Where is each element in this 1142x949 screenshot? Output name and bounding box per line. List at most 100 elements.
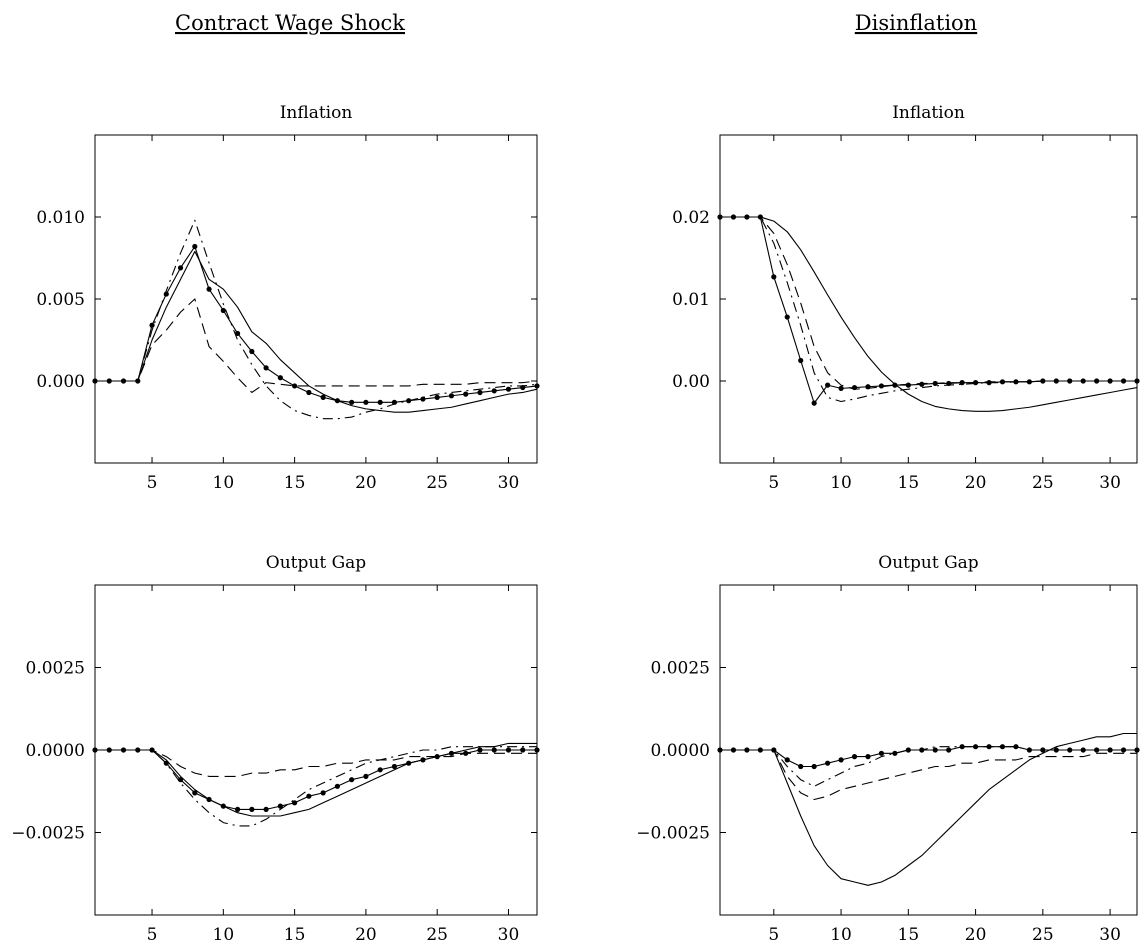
- series-point: [220, 803, 226, 809]
- series-point: [878, 750, 885, 756]
- series-point: [420, 757, 426, 763]
- series-point: [477, 747, 483, 753]
- series-point: [505, 747, 512, 753]
- series-point: [1134, 747, 1140, 753]
- x-tick-label: 25: [1032, 925, 1054, 945]
- y-tick-label: 0.010: [36, 208, 85, 228]
- panel-title: Output Gap: [878, 553, 978, 573]
- series-point: [534, 747, 540, 753]
- x-tick-label: 15: [898, 473, 920, 493]
- y-tick-label: 0.00: [672, 372, 710, 392]
- series-point: [420, 396, 426, 402]
- panel-disinflation-inflation: Inflation 5 10 15 20 25 30 0.00 0.01 0.02: [672, 103, 1140, 493]
- x-tick-label: 30: [1099, 925, 1121, 945]
- series-point: [277, 375, 283, 381]
- x-tick-label: 5: [147, 473, 158, 493]
- x-tick-label: 5: [768, 473, 779, 493]
- series-point: [234, 806, 241, 813]
- x-tick-label: 10: [213, 925, 235, 945]
- x-tick-label: 30: [498, 473, 520, 493]
- series-point: [320, 790, 326, 796]
- series-point: [363, 773, 369, 780]
- series-point: [905, 382, 911, 388]
- column-title-disinflation: Disinflation: [855, 11, 977, 35]
- series-point: [784, 757, 790, 763]
- series-point: [811, 763, 817, 770]
- y-tick-label: −0.0025: [11, 824, 85, 844]
- series-point: [149, 322, 155, 328]
- series-point: [932, 747, 938, 753]
- x-tick-label: 20: [355, 925, 377, 945]
- series-point: [811, 400, 817, 406]
- series-line-dashed: [95, 298, 538, 394]
- series-line-solid: [720, 216, 1138, 412]
- series-point: [463, 391, 469, 397]
- series-point: [249, 806, 255, 813]
- y-tick-label: −0.0025: [636, 824, 710, 844]
- series-point: [177, 265, 184, 271]
- series-line-dashed: [720, 749, 1137, 801]
- series-point: [334, 398, 340, 404]
- series-point: [838, 385, 844, 391]
- series-point: [391, 763, 398, 770]
- series-point: [999, 744, 1006, 750]
- series-point: [892, 750, 898, 756]
- x-tick-label: 25: [426, 473, 448, 493]
- series-point: [972, 744, 979, 750]
- series-point: [448, 750, 455, 756]
- series-line-dotted-marker: [95, 245, 538, 403]
- series-point: [349, 777, 355, 783]
- series-line-dashed: [95, 749, 537, 777]
- series-point: [1013, 744, 1019, 750]
- series-line-dotted-marker: [720, 216, 1137, 404]
- series-line-solid: [720, 732, 1137, 886]
- series-point: [277, 803, 283, 809]
- x-tick-label: 5: [147, 925, 158, 945]
- series-point: [1134, 378, 1140, 384]
- series-point: [491, 747, 497, 753]
- series-point: [838, 757, 844, 763]
- series-point: [192, 243, 198, 250]
- series-point: [771, 274, 777, 280]
- y-tick-label: 0.000: [36, 372, 85, 392]
- series-point: [263, 806, 269, 813]
- series-point: [377, 767, 383, 773]
- series-point: [520, 747, 526, 753]
- series-point: [1080, 747, 1086, 753]
- series-point: [534, 383, 540, 389]
- x-tick-label: 30: [498, 925, 520, 945]
- series-point: [406, 760, 412, 766]
- series-point: [106, 747, 112, 753]
- series-point: [306, 389, 312, 396]
- series-point: [192, 790, 198, 796]
- series-point: [477, 389, 483, 396]
- x-tick-label: 15: [284, 925, 306, 945]
- series-point: [1067, 747, 1073, 753]
- y-tick-label: 0.0000: [26, 741, 85, 761]
- plot-frame: [94, 584, 538, 916]
- series-point: [730, 214, 737, 220]
- plot-frame: [94, 134, 538, 464]
- series-point: [491, 388, 497, 394]
- series-point: [798, 763, 804, 770]
- series-point: [865, 754, 871, 760]
- x-tick-label: 10: [830, 473, 852, 493]
- panel-title: Inflation: [892, 103, 965, 123]
- series-point: [878, 383, 885, 389]
- series-point: [730, 747, 737, 753]
- series-point: [306, 793, 312, 799]
- x-tick-label: 10: [213, 473, 235, 493]
- series-point: [263, 365, 269, 371]
- x-tick-label: 5: [768, 925, 779, 945]
- series-point: [249, 348, 255, 355]
- x-tick-label: 25: [426, 925, 448, 945]
- series-point: [825, 760, 831, 766]
- x-tick-label: 10: [830, 925, 852, 945]
- series-point: [892, 382, 898, 388]
- series-line-solid: [95, 742, 537, 817]
- series-point: [377, 399, 383, 405]
- x-tick-label: 15: [284, 473, 306, 493]
- y-tick-label: 0.0000: [651, 741, 710, 761]
